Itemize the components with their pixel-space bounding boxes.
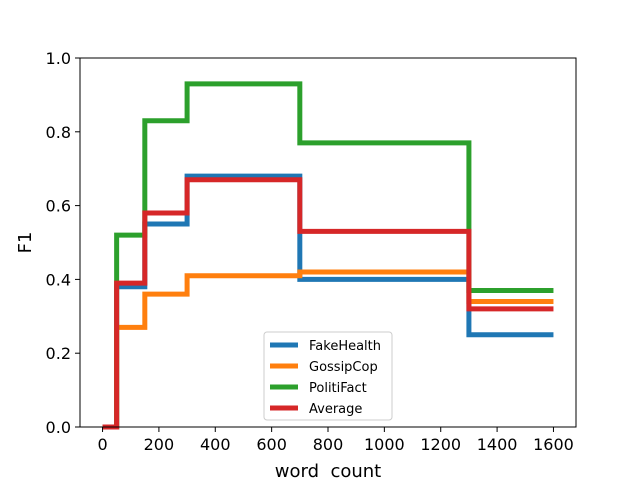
x-axis-title: word count <box>275 461 381 480</box>
x-tick-label: 1600 <box>533 435 574 454</box>
x-tick-label: 1200 <box>420 435 461 454</box>
y-tick-label: 0.4 <box>46 270 71 289</box>
legend-label: Average <box>309 402 362 417</box>
x-tick-label: 200 <box>144 435 175 454</box>
y-tick-label: 1.0 <box>46 49 71 68</box>
legend-label: PolitiFact <box>309 381 367 396</box>
x-tick-label: 600 <box>256 435 287 454</box>
x-tick-label: 800 <box>313 435 344 454</box>
x-axis: 0 200 400 600 800 1000 1200 1400 1600 <box>97 427 574 454</box>
y-tick-label: 0.6 <box>46 197 71 216</box>
y-axis: 0.0 0.2 0.4 0.6 0.8 1.0 <box>46 49 80 437</box>
y-axis-title: F1 <box>15 232 36 254</box>
legend-box <box>263 331 393 421</box>
y-tick-label: 0.2 <box>46 344 71 363</box>
x-tick-label: 1400 <box>477 435 518 454</box>
legend-label: GossipCop <box>309 360 378 375</box>
series-line-politifact <box>102 81 554 430</box>
y-tick-label: 0.0 <box>46 418 71 437</box>
x-tick-label: 0 <box>97 435 107 454</box>
x-tick-label: 1000 <box>364 435 405 454</box>
y-tick-label: 0.8 <box>46 123 71 142</box>
legend: FakeHealth GossipCop PolitiFact Average <box>263 331 393 421</box>
series-layer <box>102 81 554 430</box>
x-tick-label: 400 <box>200 435 231 454</box>
series-line-average <box>102 177 554 430</box>
legend-label: FakeHealth <box>309 339 381 354</box>
